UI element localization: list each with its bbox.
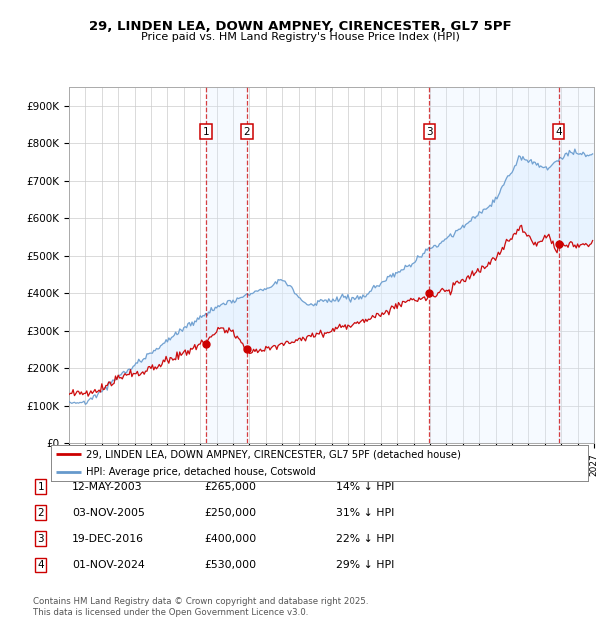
Text: 19-DEC-2016: 19-DEC-2016 xyxy=(72,534,144,544)
Text: 29% ↓ HPI: 29% ↓ HPI xyxy=(336,560,394,570)
Text: Contains HM Land Registry data © Crown copyright and database right 2025.
This d: Contains HM Land Registry data © Crown c… xyxy=(33,598,368,617)
Text: 1: 1 xyxy=(37,482,44,492)
Text: £250,000: £250,000 xyxy=(204,508,256,518)
Text: 3: 3 xyxy=(37,534,44,544)
Text: 22% ↓ HPI: 22% ↓ HPI xyxy=(336,534,394,544)
Text: 2: 2 xyxy=(37,508,44,518)
Text: 1: 1 xyxy=(203,127,209,137)
Bar xyxy=(206,87,247,443)
Text: £265,000: £265,000 xyxy=(204,482,256,492)
Text: 14% ↓ HPI: 14% ↓ HPI xyxy=(336,482,394,492)
Text: HPI: Average price, detached house, Cotswold: HPI: Average price, detached house, Cots… xyxy=(86,466,316,477)
Text: 29, LINDEN LEA, DOWN AMPNEY, CIRENCESTER, GL7 5PF (detached house): 29, LINDEN LEA, DOWN AMPNEY, CIRENCESTER… xyxy=(86,450,461,459)
Bar xyxy=(559,87,594,443)
Text: 03-NOV-2005: 03-NOV-2005 xyxy=(72,508,145,518)
Text: 4: 4 xyxy=(555,127,562,137)
Text: 4: 4 xyxy=(37,560,44,570)
Bar xyxy=(430,87,559,443)
Text: 31% ↓ HPI: 31% ↓ HPI xyxy=(336,508,394,518)
Text: 2: 2 xyxy=(244,127,250,137)
Text: 01-NOV-2024: 01-NOV-2024 xyxy=(72,560,145,570)
Text: 29, LINDEN LEA, DOWN AMPNEY, CIRENCESTER, GL7 5PF: 29, LINDEN LEA, DOWN AMPNEY, CIRENCESTER… xyxy=(89,20,511,33)
Text: 3: 3 xyxy=(426,127,433,137)
Text: 12-MAY-2003: 12-MAY-2003 xyxy=(72,482,143,492)
Text: £400,000: £400,000 xyxy=(204,534,256,544)
Text: Price paid vs. HM Land Registry's House Price Index (HPI): Price paid vs. HM Land Registry's House … xyxy=(140,32,460,42)
Text: £530,000: £530,000 xyxy=(204,560,256,570)
